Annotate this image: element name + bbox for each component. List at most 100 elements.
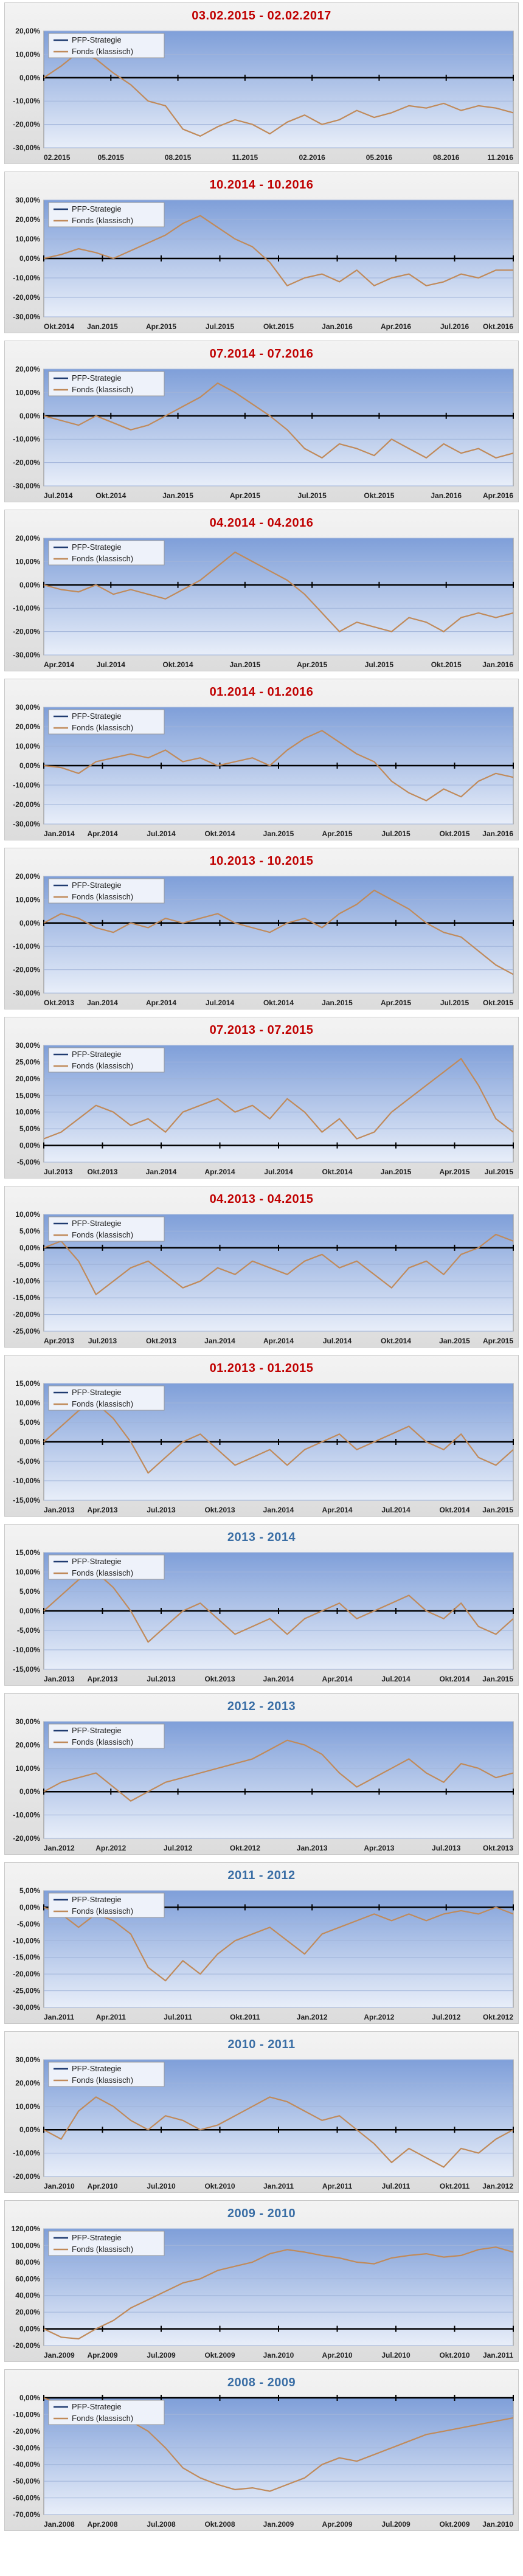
x-tick-label: Jul.2014: [206, 999, 235, 1007]
line-chart: 30,00% 25,00% 20,00% 15,00% 10,00% 5,00% 0,00%…: [15, 1041, 514, 1176]
legend-box: [48, 878, 165, 904]
x-tick-label: Okt.2013: [483, 1844, 513, 1852]
y-tick-label: -60,00%: [13, 2494, 40, 2502]
chart-legend: PFP-Strategie Fonds (klassisch): [48, 878, 165, 904]
chart-legend: PFP-Strategie Fonds (klassisch): [48, 1047, 165, 1073]
x-tick-label: Okt.2014: [95, 491, 126, 500]
y-tick-label: 5,00%: [19, 1587, 40, 1596]
chart-title: 07.2014 - 07.2016: [209, 347, 314, 361]
chart-legend: PFP-Strategie Fonds (klassisch): [48, 1723, 165, 1749]
x-tick-label: Okt.2014: [322, 1168, 352, 1176]
x-tick-label: Okt.2013: [44, 999, 74, 1007]
x-tick-label: Apr.2014: [322, 1675, 352, 1683]
y-tick-label: -20,00%: [13, 120, 40, 129]
y-tick-label: -20,00%: [13, 800, 40, 809]
x-tick-label: Jul.2012: [164, 1844, 193, 1852]
legend-box: [48, 2062, 165, 2087]
y-tick-label: -10,00%: [13, 1277, 40, 1286]
x-tick-label: Okt.2009: [439, 2520, 469, 2529]
x-tick-label: Apr.2011: [96, 2013, 126, 2021]
legend-label-fonds: Fonds (klassisch): [72, 1737, 133, 1747]
y-tick-label: 10,00%: [15, 50, 40, 58]
y-tick-label: -50,00%: [13, 2477, 40, 2485]
x-tick-label: Jan.2015: [322, 999, 353, 1007]
x-tick-label: Okt.2011: [230, 2013, 260, 2021]
chart-title: 01.2014 - 01.2016: [209, 685, 314, 699]
y-tick-label: 0,00%: [19, 1244, 40, 1252]
x-tick-label: Jul.2013: [88, 1337, 117, 1345]
y-tick-label: -20,00%: [13, 1834, 40, 1843]
y-tick-label: 10,00%: [15, 1399, 40, 1407]
x-tick-label: Apr.2014: [204, 1168, 235, 1176]
x-tick-label: 02.2016: [299, 153, 325, 162]
x-tick-label: Apr.2014: [322, 1506, 352, 1514]
x-tick-label: Jul.2009: [381, 2520, 410, 2529]
x-tick-label: Jan.2012: [44, 1844, 75, 1852]
x-tick-label: Jan.2016: [482, 829, 513, 838]
legend-box: [48, 1892, 165, 1918]
fonds-series-line: [43, 51, 514, 137]
y-tick-label: -10,00%: [13, 942, 40, 950]
y-tick-label: 20,00%: [15, 2308, 40, 2316]
x-tick-label: Jul.2014: [323, 1337, 352, 1345]
y-tick-label: 20,00%: [15, 1075, 40, 1083]
fonds-series-line: [43, 2096, 514, 2168]
x-tick-label: Jan.2010: [482, 2520, 513, 2529]
x-tick-label: Jul.2012: [432, 2013, 461, 2021]
y-tick-label: -10,00%: [13, 2149, 40, 2158]
x-tick-label: Jan.2014: [263, 1675, 294, 1683]
x-tick-label: Okt.2015: [263, 322, 294, 331]
y-tick-label: -20,00%: [13, 966, 40, 974]
y-tick-label: 30,00%: [15, 703, 40, 712]
line-chart: 20,00% 10,00% 0,00% -10,00% -20,00% -30,00% Ju…: [13, 365, 514, 500]
chart-panel: 01.2014 - 01.2016 30,00% 20,00% 10,00% 0,00%…: [4, 679, 519, 840]
legend-label-pfp: PFP-Strategie: [72, 373, 122, 383]
x-tick-label: Jul.2013: [147, 1675, 176, 1683]
line-chart: 15,00% 10,00% 5,00% 0,00% -5,00% -10,00% -15,0…: [13, 1379, 514, 1514]
x-tick-label: Jul.2010: [381, 2351, 410, 2360]
x-tick-label: Okt.2012: [230, 1844, 260, 1852]
chart-title: 04.2013 - 04.2015: [209, 1193, 314, 1206]
legend-label-pfp: PFP-Strategie: [72, 1388, 122, 1397]
legend-label-pfp: PFP-Strategie: [72, 2064, 122, 2073]
y-tick-label: 30,00%: [15, 2055, 40, 2064]
x-tick-label: Okt.2015: [364, 491, 394, 500]
y-tick-label: -5,00%: [17, 1158, 40, 1166]
x-tick-label: Apr.2010: [322, 2351, 352, 2360]
chart-panel: 2011 - 2012 5,00% 0,00% -5,00% -10,00% -15,00…: [4, 1862, 519, 2024]
x-tick-label: Okt.2014: [263, 999, 294, 1007]
y-tick-label: 0,00%: [19, 254, 40, 263]
legend-label-pfp: PFP-Strategie: [72, 1895, 122, 1904]
x-tick-label: 08.2015: [165, 153, 192, 162]
y-tick-label: 0,00%: [19, 2125, 40, 2134]
y-tick-label: -20,00%: [13, 2341, 40, 2350]
legend-box: [48, 1385, 165, 1411]
x-tick-label: Jan.2015: [439, 1337, 470, 1345]
chart-title: 04.2014 - 04.2016: [209, 516, 314, 530]
x-tick-label: Apr.2012: [95, 1844, 126, 1852]
y-tick-label: 60,00%: [15, 2274, 40, 2283]
x-tick-label: Okt.2014: [204, 829, 235, 838]
chart-title: 03.02.2015 - 02.02.2017: [192, 9, 331, 23]
x-tick-label: Jan.2012: [482, 2182, 513, 2190]
chart-legend: PFP-Strategie Fonds (klassisch): [48, 2400, 165, 2425]
legend-label-fonds: Fonds (klassisch): [72, 1906, 133, 1916]
y-tick-label: 5,00%: [19, 1418, 40, 1427]
y-tick-label: -30,00%: [13, 2003, 40, 2012]
y-tick-label: 20,00%: [15, 1740, 40, 1749]
y-tick-label: 0,00%: [19, 1141, 40, 1150]
x-tick-label: Apr.2013: [44, 1337, 74, 1345]
legend-box: [48, 1047, 165, 1073]
x-tick-label: Okt.2016: [483, 322, 513, 331]
line-chart: 10,00% 5,00% 0,00% -5,00% -10,00% -15,00% -20,…: [13, 1210, 514, 1345]
chart-legend: PFP-Strategie Fonds (klassisch): [48, 371, 165, 396]
legend-box: [48, 202, 165, 227]
chart-legend: PFP-Strategie Fonds (klassisch): [48, 709, 165, 735]
x-tick-label: Apr.2015: [381, 999, 411, 1007]
x-tick-label: Okt.2013: [146, 1337, 176, 1345]
chart-title: 2013 - 2014: [227, 1531, 296, 1544]
y-tick-label: -10,00%: [13, 1646, 40, 1654]
legend-label-fonds: Fonds (klassisch): [72, 385, 133, 394]
chart-panel: 07.2013 - 07.2015 30,00% 25,00% 20,00% 15,00…: [4, 1017, 519, 1179]
legend-box: [48, 2231, 165, 2256]
